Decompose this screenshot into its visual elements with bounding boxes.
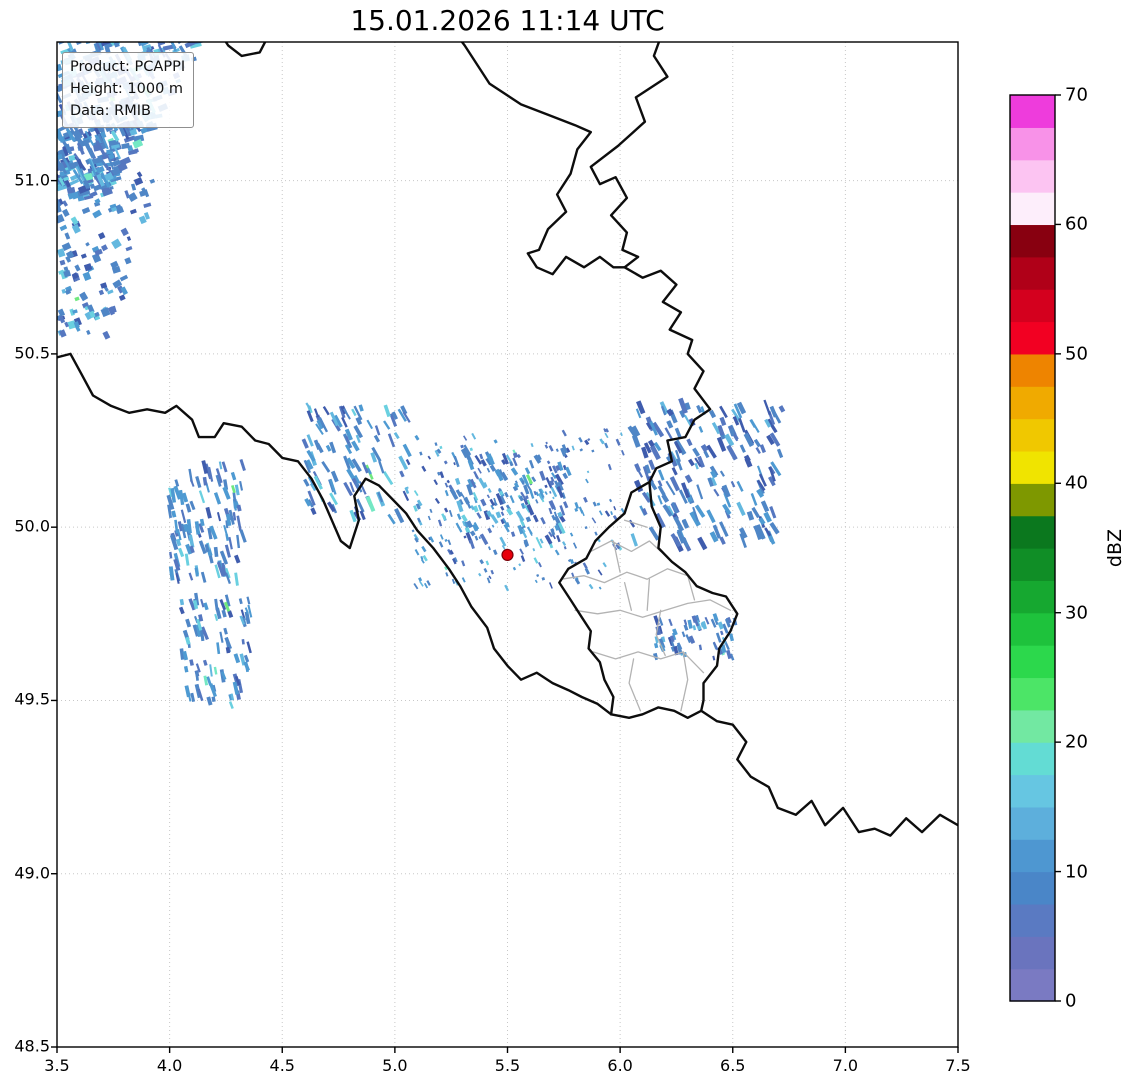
colorbar-tick-label: 10 [1065,861,1088,883]
country-borders [57,42,958,837]
x-tick-label: 5.5 [494,1056,521,1075]
x-tick-label: 6.0 [607,1056,633,1075]
figure-title: 15.01.2026 11:14 UTC [350,4,665,37]
y-tick-label: 49.0 [14,863,50,883]
colorbar-tick-label: 0 [1065,990,1077,1012]
y-tick-label: 51.0 [14,170,50,190]
radar-site-marker [501,548,514,562]
x-tick-label: 4.5 [269,1056,295,1075]
info-line-product: Product: PCAPPI [70,59,186,75]
info-line-data-source: Data: RMIB [70,102,151,119]
colorbar-tick-label: 60 [1065,213,1088,235]
product-info-box: Product: PCAPPI Height: 1000 m Data: RMI… [62,52,195,129]
y-tick-label: 50.5 [14,343,50,363]
axis-ticks [51,179,959,1053]
region-borders [560,519,732,712]
x-tick-label: 7.0 [832,1056,859,1075]
x-tick-label: 7.5 [945,1056,971,1075]
x-tick-label: 6.5 [720,1056,746,1075]
info-line-height: Height: 1000 m [70,80,184,97]
colorbar-tick-label: 40 [1065,472,1088,494]
y-tick-label: 50.0 [14,516,50,536]
colorbar-axis-label: dBZ [1104,528,1126,568]
y-tick-label: 48.5 [14,1036,50,1056]
x-tick-label: 5.0 [382,1056,408,1075]
colorbar [1009,94,1061,1002]
colorbar-tick-label: 30 [1065,602,1088,624]
colorbar-tick-label: 70 [1065,84,1088,106]
colorbar-tick-label: 20 [1065,731,1088,753]
x-tick-label: 4.0 [156,1056,183,1075]
y-tick-label: 49.5 [14,689,50,709]
x-tick-label: 3.5 [44,1056,70,1075]
colorbar-tick-label: 50 [1065,343,1088,365]
